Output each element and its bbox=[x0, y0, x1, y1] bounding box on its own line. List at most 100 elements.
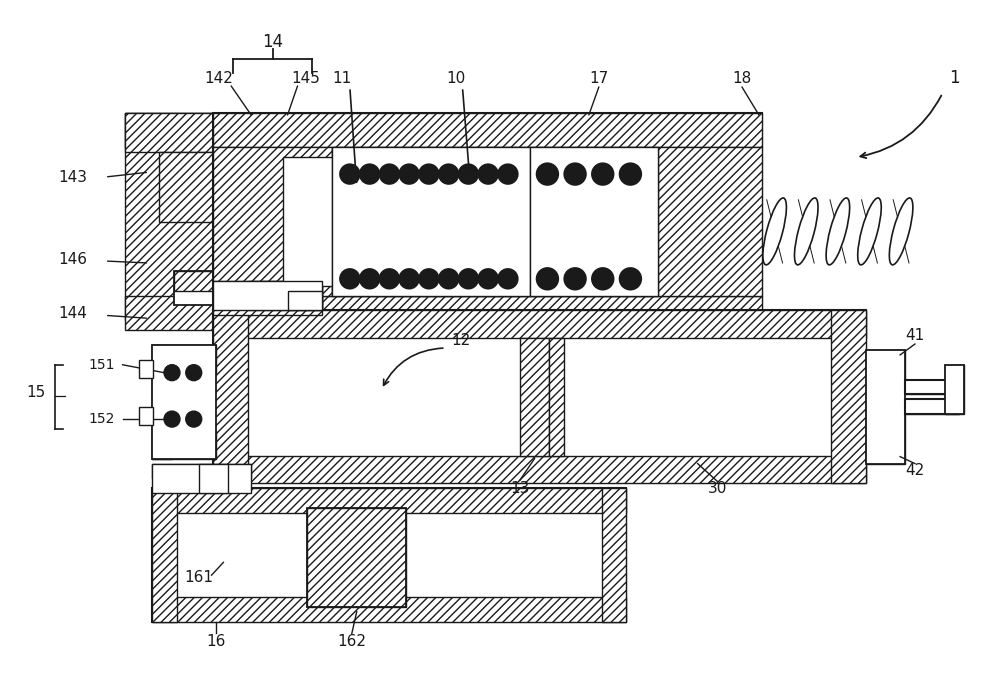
Text: 17: 17 bbox=[589, 70, 608, 86]
Bar bbox=[125, 296, 213, 330]
Circle shape bbox=[419, 269, 439, 289]
Bar bbox=[246, 283, 252, 294]
Bar bbox=[658, 147, 762, 296]
Bar bbox=[307, 508, 406, 607]
Bar bbox=[262, 283, 268, 294]
Circle shape bbox=[478, 269, 498, 289]
Circle shape bbox=[360, 269, 379, 289]
Circle shape bbox=[498, 164, 518, 184]
Text: 161: 161 bbox=[184, 569, 213, 585]
Ellipse shape bbox=[889, 198, 913, 265]
Bar bbox=[332, 147, 530, 182]
Bar bbox=[125, 113, 213, 321]
Bar bbox=[905, 399, 959, 414]
Bar bbox=[905, 379, 959, 395]
Bar bbox=[213, 147, 332, 296]
Text: 142: 142 bbox=[204, 70, 233, 86]
Circle shape bbox=[537, 163, 558, 185]
Text: 30: 30 bbox=[708, 481, 727, 495]
Circle shape bbox=[419, 164, 439, 184]
Bar bbox=[530, 261, 658, 296]
Bar bbox=[549, 338, 564, 455]
Ellipse shape bbox=[826, 198, 850, 265]
Circle shape bbox=[592, 268, 614, 290]
Text: 146: 146 bbox=[59, 252, 88, 267]
Bar bbox=[152, 345, 216, 372]
Bar bbox=[332, 261, 530, 296]
Circle shape bbox=[439, 164, 459, 184]
Text: 16: 16 bbox=[207, 634, 226, 649]
Circle shape bbox=[564, 163, 586, 185]
Bar bbox=[831, 310, 866, 483]
Bar bbox=[866, 350, 905, 379]
Bar bbox=[213, 296, 762, 330]
Bar bbox=[213, 455, 866, 483]
Bar bbox=[152, 489, 626, 513]
Bar bbox=[520, 338, 549, 455]
Bar bbox=[152, 464, 251, 493]
Text: 15: 15 bbox=[26, 385, 45, 400]
Text: 1: 1 bbox=[949, 69, 960, 87]
Bar bbox=[307, 508, 406, 607]
Bar bbox=[230, 283, 236, 294]
Bar bbox=[530, 147, 658, 182]
Bar bbox=[152, 464, 251, 478]
Circle shape bbox=[459, 269, 478, 289]
Bar bbox=[213, 281, 322, 315]
Bar bbox=[213, 281, 322, 310]
Bar bbox=[139, 407, 153, 425]
Text: 41: 41 bbox=[905, 328, 925, 343]
Circle shape bbox=[186, 411, 202, 427]
Circle shape bbox=[164, 411, 180, 427]
Bar bbox=[905, 379, 959, 395]
Circle shape bbox=[164, 365, 180, 381]
Circle shape bbox=[620, 163, 641, 185]
Ellipse shape bbox=[763, 198, 786, 265]
Text: 12: 12 bbox=[451, 332, 470, 348]
Bar bbox=[866, 350, 905, 464]
Circle shape bbox=[439, 269, 459, 289]
Text: 42: 42 bbox=[905, 463, 925, 478]
Bar bbox=[254, 283, 260, 294]
Text: 144: 144 bbox=[59, 306, 88, 321]
Bar bbox=[152, 489, 626, 622]
Bar bbox=[222, 283, 228, 294]
Text: 14: 14 bbox=[262, 32, 283, 50]
Circle shape bbox=[186, 365, 202, 381]
Circle shape bbox=[379, 269, 399, 289]
Bar bbox=[213, 113, 762, 147]
Text: 162: 162 bbox=[337, 634, 366, 649]
Text: 18: 18 bbox=[732, 70, 752, 86]
Bar bbox=[125, 113, 490, 147]
Bar bbox=[530, 147, 658, 296]
Bar bbox=[152, 345, 172, 459]
Text: 10: 10 bbox=[446, 70, 465, 86]
Circle shape bbox=[620, 268, 641, 290]
Bar bbox=[248, 281, 322, 310]
Bar bbox=[152, 431, 216, 459]
Text: 13: 13 bbox=[510, 481, 529, 495]
Bar bbox=[866, 434, 905, 464]
Ellipse shape bbox=[858, 198, 881, 265]
Bar bbox=[125, 113, 213, 152]
Bar bbox=[214, 283, 220, 294]
Ellipse shape bbox=[794, 198, 818, 265]
Bar bbox=[238, 283, 244, 294]
Circle shape bbox=[564, 268, 586, 290]
Bar bbox=[152, 597, 626, 622]
Circle shape bbox=[592, 163, 614, 185]
Bar bbox=[945, 365, 964, 414]
Bar bbox=[139, 360, 153, 377]
Bar bbox=[174, 271, 302, 305]
Bar bbox=[213, 310, 248, 483]
Bar bbox=[213, 310, 866, 338]
Bar bbox=[288, 291, 322, 310]
Circle shape bbox=[399, 269, 419, 289]
Bar bbox=[199, 464, 228, 493]
Bar bbox=[602, 489, 626, 622]
Circle shape bbox=[537, 268, 558, 290]
Circle shape bbox=[360, 164, 379, 184]
Bar bbox=[283, 158, 332, 286]
Text: 145: 145 bbox=[291, 70, 320, 86]
Bar bbox=[213, 147, 233, 256]
